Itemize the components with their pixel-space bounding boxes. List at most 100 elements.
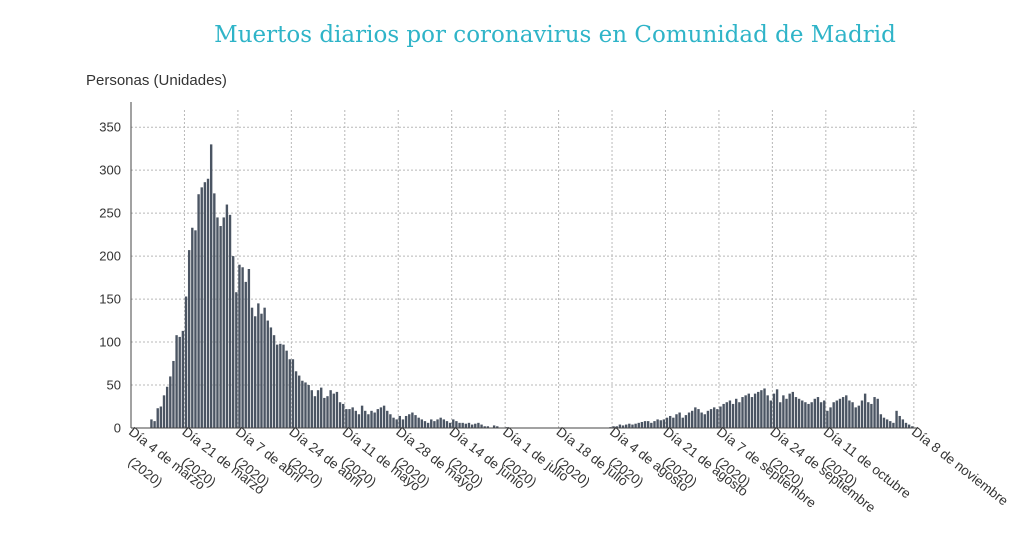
- bar: [807, 403, 810, 428]
- bar: [260, 313, 263, 428]
- bar: [423, 421, 427, 428]
- bar: [335, 391, 339, 428]
- bar: [870, 403, 873, 428]
- bar: [895, 410, 898, 428]
- bar: [382, 405, 386, 428]
- bar: [247, 269, 251, 428]
- bar: [354, 410, 357, 428]
- y-tick-label: 300: [99, 163, 121, 178]
- bar: [169, 376, 172, 428]
- bar: [716, 409, 719, 428]
- bar: [389, 414, 392, 428]
- bar: [728, 400, 732, 428]
- y-axis-ticks: 0 50 100 150 200 250 300 350: [99, 120, 121, 436]
- bar: [681, 417, 684, 428]
- bar: [464, 423, 468, 428]
- bar: [367, 414, 370, 428]
- bar: [216, 217, 219, 428]
- bar: [200, 187, 203, 428]
- bar: [455, 421, 458, 428]
- bar: [433, 421, 436, 428]
- bar: [357, 414, 361, 428]
- bar: [338, 402, 342, 428]
- bar: [775, 389, 779, 428]
- bar: [442, 419, 446, 428]
- bar: [445, 421, 449, 428]
- bar: [172, 360, 175, 428]
- bar: [750, 397, 754, 428]
- y-axis-label: Personas (Unidades): [86, 72, 227, 89]
- bar: [835, 400, 839, 428]
- bar: [709, 409, 713, 428]
- bar: [659, 420, 662, 428]
- bar: [288, 359, 291, 428]
- bar: [316, 390, 320, 428]
- bar: [370, 410, 373, 428]
- x-tick-label: Día 8 de noviembre: [909, 424, 1011, 508]
- bar: [379, 407, 383, 428]
- x-tick-label-line1: Día 8 de noviembre: [909, 424, 1011, 508]
- bar: [703, 414, 706, 428]
- bar: [197, 194, 200, 428]
- bar: [624, 424, 628, 428]
- bar: [813, 398, 817, 428]
- bar: [615, 426, 618, 428]
- bar: [631, 424, 634, 428]
- bar: [153, 421, 156, 428]
- bar: [665, 417, 669, 428]
- bar: [395, 419, 398, 428]
- x-axis-ticks: Día 4 de marzo(2020) Día 21 de marzo(2020…: [125, 424, 1011, 515]
- bar: [470, 424, 474, 428]
- bar: [360, 405, 364, 428]
- bar: [420, 419, 424, 428]
- bar: [332, 393, 335, 428]
- bar: [816, 397, 820, 428]
- bar: [694, 407, 697, 428]
- bar: [439, 417, 442, 428]
- bar: [885, 419, 889, 428]
- bar: [467, 422, 471, 428]
- bar: [675, 414, 678, 428]
- bar: [364, 410, 367, 428]
- bar: [763, 388, 766, 428]
- bar: [753, 393, 757, 428]
- bar: [480, 424, 483, 428]
- bar: [801, 400, 804, 428]
- bar: [848, 400, 851, 428]
- bar: [313, 396, 317, 428]
- bar: [719, 406, 722, 428]
- bar: [687, 412, 691, 428]
- bar: [911, 426, 914, 428]
- bar: [738, 402, 741, 428]
- grid: [131, 110, 917, 428]
- bar: [178, 336, 181, 428]
- bar: [851, 402, 854, 428]
- bar: [845, 395, 848, 428]
- bar: [294, 371, 298, 428]
- bar: [857, 405, 861, 428]
- bar: [477, 422, 480, 428]
- bar: [757, 391, 760, 428]
- bar: [700, 412, 703, 428]
- bar: [279, 343, 282, 428]
- bar: [426, 422, 430, 428]
- bar: [735, 398, 738, 428]
- bar: [461, 422, 464, 428]
- bar: [841, 397, 845, 428]
- bar: [244, 281, 247, 428]
- bar: [804, 402, 807, 428]
- bar: [165, 386, 169, 428]
- bar: [272, 335, 276, 428]
- bar: [829, 407, 832, 428]
- bar: [342, 403, 345, 428]
- bar: [621, 425, 625, 428]
- bar: [269, 327, 273, 428]
- bar: [250, 307, 254, 428]
- bar: [819, 402, 823, 428]
- bar: [345, 409, 348, 428]
- bar: [691, 410, 694, 428]
- bar: [326, 396, 329, 428]
- bar: [782, 395, 785, 428]
- bar: [320, 387, 323, 428]
- bar: [304, 382, 307, 428]
